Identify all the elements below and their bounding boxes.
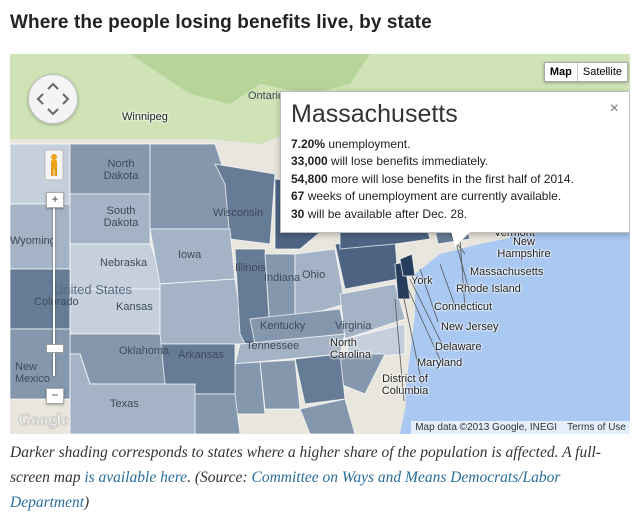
label-rhode-island: Rhode Island	[456, 283, 521, 295]
state-florida[interactable]	[299, 398, 356, 434]
label-new-york: York	[411, 275, 433, 287]
map-caption: Darker shading corresponds to states whe…	[10, 440, 635, 515]
atlantic-ocean	[405, 224, 630, 434]
state-alabama[interactable]	[259, 359, 301, 410]
label-north-carolina: North Carolina	[330, 337, 371, 361]
label-new-mexico: New Mexico	[15, 361, 50, 385]
popup-line-weeks-available: 67 weeks of unemployment are currently a…	[291, 189, 562, 204]
state-wisconsin[interactable]	[214, 163, 276, 245]
zoom-out-button[interactable]: −	[46, 388, 64, 404]
label-dc: District of Columbia	[381, 373, 429, 397]
label-iowa: Iowa	[178, 249, 202, 261]
popup-pointer	[451, 231, 471, 247]
label-tennessee: Tennessee	[246, 340, 300, 352]
terms-of-use-link[interactable]: Terms of Use	[567, 422, 626, 433]
label-nebraska: Nebraska	[100, 257, 148, 269]
label-arkansas: Arkansas	[178, 349, 224, 361]
state-north-carolina[interactable]	[344, 323, 406, 360]
label-virginia: Virginia	[335, 320, 372, 332]
zoom-track[interactable]	[53, 206, 55, 376]
label-united-states: United States	[54, 282, 133, 297]
state-ohio[interactable]	[294, 248, 346, 317]
state-map[interactable]: Ontario Winnipeg North Dakota South Dako…	[10, 54, 630, 434]
zoom-slider-handle[interactable]	[46, 344, 64, 353]
popup-line-unemployment: 7.20% unemployment.	[291, 137, 411, 151]
label-kansas: Kansas	[116, 301, 153, 313]
map-type-control[interactable]: Map Satellite	[543, 62, 628, 82]
map-attribution: Map data ©2013 Google, INEGI Terms of Us…	[411, 421, 630, 434]
caption-text-1: Darker shading corresponds to states whe…	[10, 444, 601, 486]
caption-text-2: . (Source:	[187, 469, 252, 486]
map-type-satellite-button[interactable]: Satellite	[582, 66, 622, 78]
label-delaware: Delaware	[435, 341, 482, 353]
state-info-popup: Massachusetts × 7.20% unemployment. 33,0…	[280, 91, 630, 233]
label-south-dakota: South Dakota	[103, 205, 139, 229]
label-ontario: Ontario	[248, 90, 285, 102]
popup-state-name: Massachusetts	[291, 100, 458, 128]
pan-control[interactable]	[28, 74, 78, 124]
label-connecticut: Connecticut	[434, 301, 493, 313]
label-texas: Texas	[110, 398, 139, 410]
popup-line-immediate: 33,000 will lose benefits immediately.	[291, 154, 489, 169]
state-louisiana[interactable]	[189, 393, 241, 434]
page-title: Where the people losing benefits live, b…	[10, 12, 432, 33]
close-icon[interactable]: ×	[609, 100, 619, 117]
label-winnipeg: Winnipeg	[122, 111, 168, 123]
label-new-hampshire: New Hampshire	[497, 236, 551, 260]
label-wyoming: Wyoming	[10, 235, 56, 247]
label-maryland: Maryland	[417, 357, 463, 369]
state-missouri[interactable]	[159, 278, 246, 345]
label-ohio: Ohio	[302, 269, 326, 281]
state-virginia[interactable]	[339, 283, 406, 340]
map-data-credit: Map data ©2013 Google, INEGI	[415, 422, 558, 433]
popup-stats: 7.20% unemployment. 33,000 will lose ben…	[291, 136, 574, 223]
label-massachusetts: Massachusetts	[470, 266, 544, 278]
popup-line-first-half-2014: 54,800 more will lose benefits in the fi…	[291, 171, 574, 186]
caption-text-3: )	[84, 494, 90, 511]
map-type-map-button[interactable]: Map	[545, 63, 578, 81]
full-screen-map-link[interactable]: is available here	[84, 469, 188, 486]
label-indiana: Indiana	[264, 272, 301, 284]
pan-arrows-icon	[36, 82, 70, 116]
label-oklahoma: Oklahoma	[119, 345, 170, 357]
label-new-jersey: New Jersey	[441, 321, 499, 333]
popup-line-after-dec28: 30 will be available after Dec. 28.	[291, 206, 468, 221]
label-north-dakota: North Dakota	[103, 158, 139, 182]
label-illinois: Illinois	[235, 262, 266, 274]
leader-lines	[394, 233, 471, 402]
zoom-in-button[interactable]: +	[46, 192, 64, 208]
label-wisconsin: Wisconsin	[213, 207, 264, 219]
street-view-pegman-icon[interactable]	[44, 148, 64, 182]
label-colorado: Colorado	[34, 296, 79, 308]
state-texas[interactable]	[69, 353, 196, 434]
google-logo[interactable]: Google	[18, 410, 69, 429]
source-link[interactable]: Committee on Ways and Means Democrats/La…	[10, 469, 561, 511]
label-kentucky: Kentucky	[260, 320, 306, 332]
